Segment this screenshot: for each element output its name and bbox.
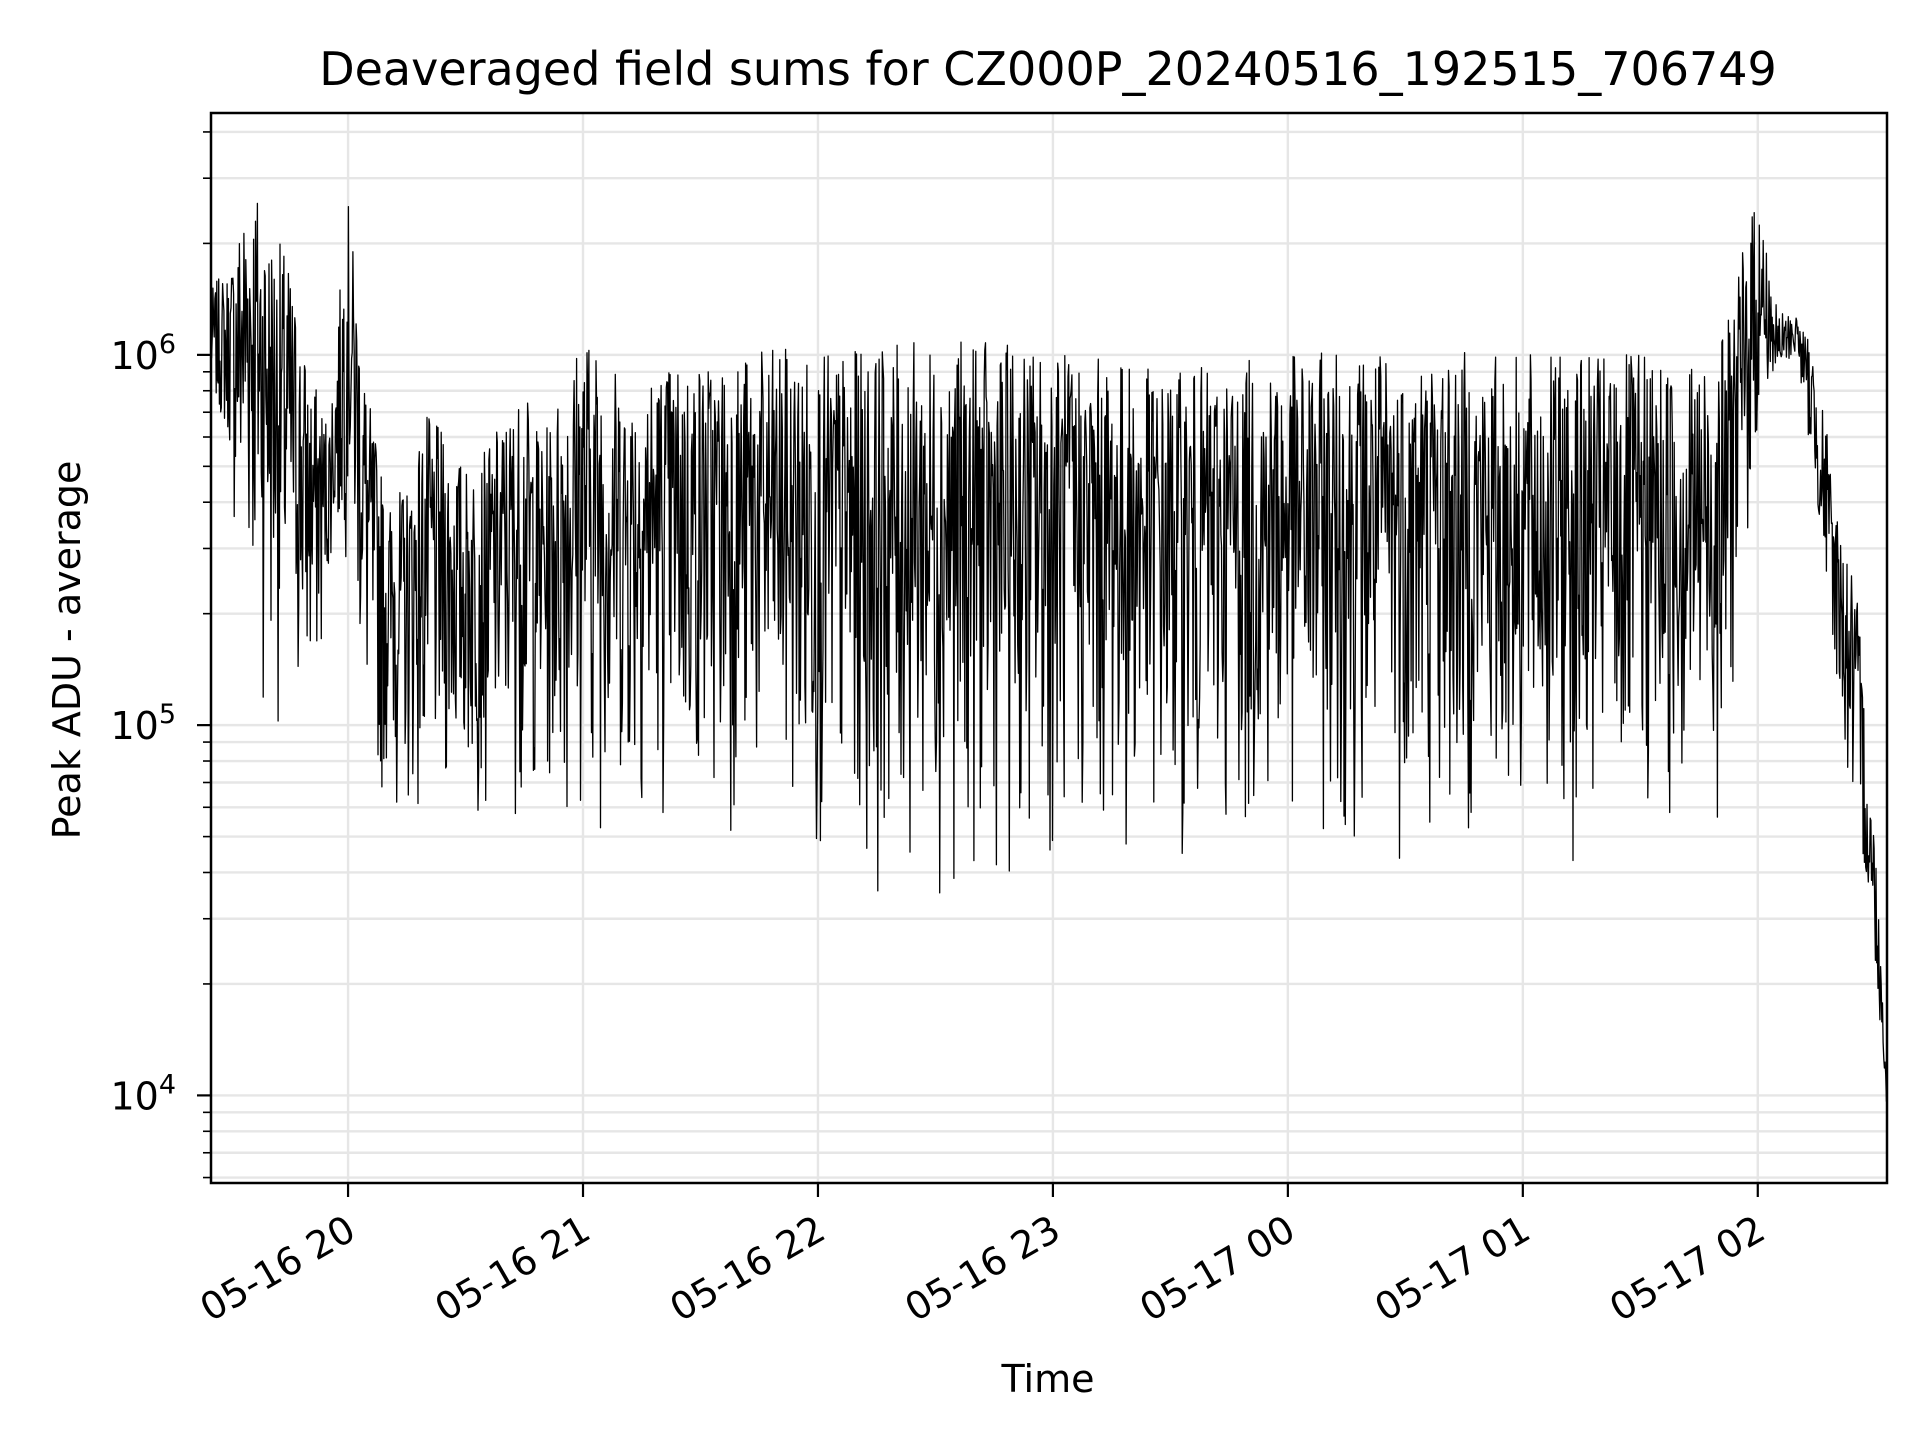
chart-title: Deaveraged field sums for CZ000P_2024051… [319, 42, 1777, 96]
y-axis-label: Peak ADU - average [45, 461, 89, 840]
x-axis-label: Time [1001, 1357, 1095, 1401]
